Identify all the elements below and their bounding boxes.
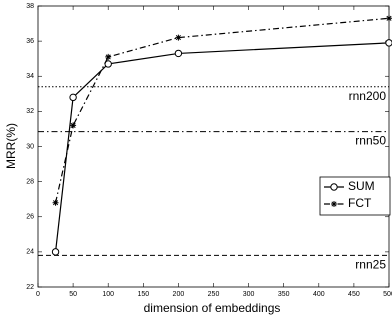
legend-box xyxy=(319,176,391,216)
x-tick-label: 300 xyxy=(243,291,255,298)
point xyxy=(104,60,112,68)
y-tick-label: 24 xyxy=(26,249,34,256)
reference-label: rnn25 xyxy=(355,258,386,272)
point xyxy=(385,39,392,47)
series-line xyxy=(54,17,390,203)
x-tick-label: 50 xyxy=(69,291,77,298)
legend-label: SUM xyxy=(348,179,375,193)
reference-label: rnn50 xyxy=(355,134,386,148)
reference-label: rnn200 xyxy=(349,89,387,103)
point xyxy=(105,53,112,60)
x-tick-label: 0 xyxy=(36,291,40,298)
y-axis-label: MRR(%) xyxy=(4,123,18,169)
point xyxy=(70,122,77,129)
point xyxy=(51,248,60,256)
y-tick-label: 28 xyxy=(26,178,34,185)
legend-marker xyxy=(330,183,338,191)
y-tick-label: 30 xyxy=(26,143,34,150)
x-tick-label: 500 xyxy=(383,291,392,298)
point xyxy=(69,93,77,102)
x-tick-label: 400 xyxy=(313,291,325,298)
legend-label: FCT xyxy=(348,196,372,210)
x-tick-label: 150 xyxy=(137,291,149,298)
x-tick-label: 250 xyxy=(208,291,220,298)
point xyxy=(175,34,182,41)
y-tick-label: 38 xyxy=(26,3,34,10)
x-tick-label: 350 xyxy=(278,291,290,298)
series-line xyxy=(54,42,390,252)
y-tick-label: 34 xyxy=(26,73,34,80)
plot-frame xyxy=(37,5,390,288)
y-tick-label: 26 xyxy=(26,214,34,221)
x-tick-label: 450 xyxy=(348,291,360,298)
point xyxy=(174,49,183,58)
y-tick-label: 36 xyxy=(26,38,34,45)
y-tick-label: 32 xyxy=(26,108,34,115)
point xyxy=(386,15,392,22)
x-tick-label: 100 xyxy=(102,291,114,298)
y-tick-label: 22 xyxy=(26,284,34,291)
point xyxy=(52,199,59,206)
x-axis-label: dimension of embeddings xyxy=(144,301,281,315)
legend-marker xyxy=(331,201,337,207)
x-tick-label: 200 xyxy=(173,291,185,298)
